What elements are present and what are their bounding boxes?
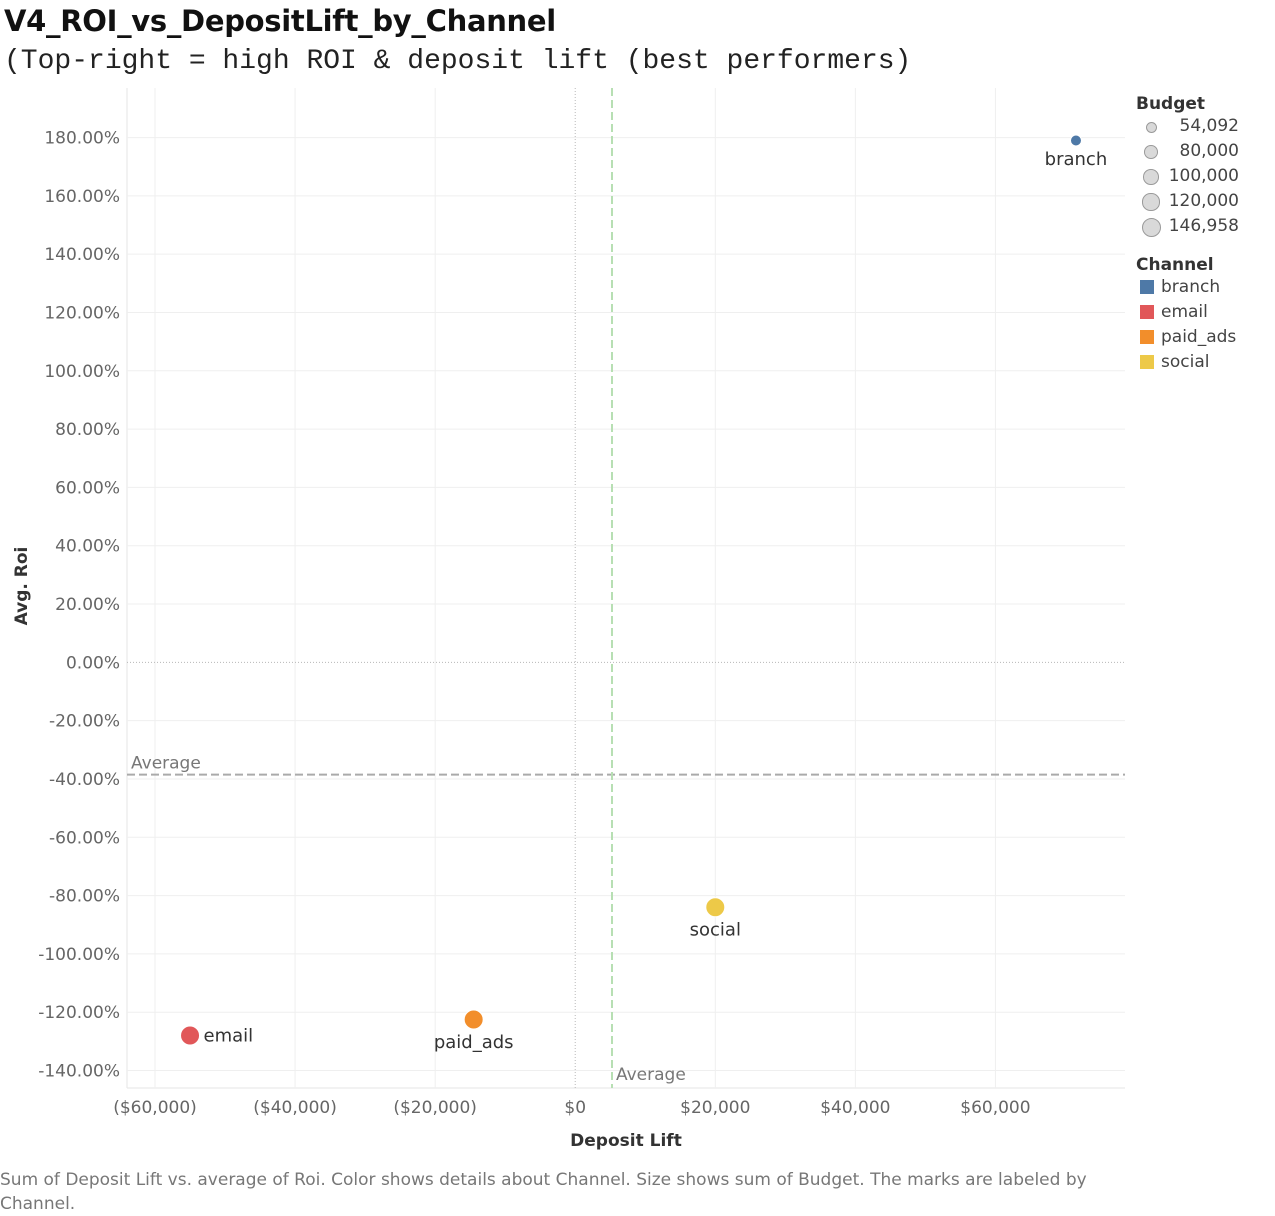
color-legend-label: email (1161, 302, 1208, 322)
y-tick-label: 0.00% (66, 653, 120, 673)
size-legend-item: 146,958 (1136, 214, 1239, 239)
color-legend-swatch (1140, 330, 1154, 344)
y-axis-title: Avg. Roi (12, 547, 32, 626)
point-label-social: social (690, 920, 741, 941)
size-legend-circle (1143, 169, 1159, 185)
color-legend-label: paid_ads (1161, 327, 1237, 347)
y-tick-label: 80.00% (55, 420, 120, 440)
y-tick-label: 60.00% (55, 478, 120, 498)
y-tick-label: -20.00% (49, 712, 120, 732)
x-average-label: Average (616, 1065, 686, 1085)
y-tick-label: 140.00% (44, 245, 120, 265)
x-tick-label: ($40,000) (253, 1098, 337, 1118)
point-paid-ads (463, 1009, 484, 1030)
y-tick-label: 180.00% (44, 129, 120, 149)
color-legend-item-branch: branch (1136, 275, 1256, 300)
point-email (180, 1025, 201, 1046)
chart-subtitle: (Top-right = high ROI & deposit lift (be… (4, 46, 912, 77)
color-legend-label: branch (1161, 277, 1221, 297)
color-legend-item-social: social (1136, 350, 1256, 375)
y-tick-label: -80.00% (49, 887, 120, 907)
size-legend-item: 100,000 (1136, 164, 1239, 189)
size-legend-item: 120,000 (1136, 189, 1239, 214)
size-legend-label: 120,000 (1168, 191, 1239, 211)
color-legend-swatch (1140, 280, 1154, 294)
color-legend-item-paid-ads: paid_ads (1136, 325, 1256, 350)
size-legend-item: 80,000 (1136, 139, 1239, 164)
point-label-branch: branch (1045, 149, 1108, 170)
size-legend-title: Budget (1136, 94, 1206, 114)
point-social (705, 897, 726, 918)
color-legend-label: social (1161, 352, 1210, 372)
y-tick-label: 100.00% (44, 362, 120, 382)
point-branch (1069, 134, 1082, 147)
y-tick-label: -40.00% (49, 770, 120, 790)
size-legend-label: 54,092 (1179, 116, 1239, 136)
size-legend-circle (1142, 193, 1160, 211)
x-tick-label: $60,000 (960, 1098, 1030, 1118)
budget-size-legend: Budget 54,092 80,000 100,000 120,000 146,958 (1136, 94, 1239, 239)
color-legend-swatch (1140, 305, 1154, 319)
size-legend-circle (1144, 145, 1158, 159)
y-tick-label: 160.00% (44, 187, 120, 207)
size-legend-circle (1141, 217, 1161, 237)
chart-title: V4_ROI_vs_DepositLift_by_Channel (4, 4, 556, 38)
size-legend-label: 100,000 (1168, 166, 1239, 186)
x-axis-title: Deposit Lift (570, 1131, 682, 1151)
x-tick-label: $0 (564, 1098, 586, 1118)
chart-caption: Sum of Deposit Lift vs. average of Roi. … (0, 1170, 1087, 1214)
y-tick-label: -140.00% (38, 1062, 120, 1082)
y-tick-label: 20.00% (55, 595, 120, 615)
y-tick-label: -60.00% (49, 828, 120, 848)
point-label-email: email (204, 1026, 254, 1047)
x-tick-label: ($20,000) (393, 1098, 477, 1118)
x-tick-label: $40,000 (820, 1098, 890, 1118)
x-tick-label: $20,000 (680, 1098, 750, 1118)
point-label-paid-ads: paid_ads (434, 1032, 514, 1053)
y-tick-label: 120.00% (44, 303, 120, 323)
color-legend-swatch (1140, 355, 1154, 369)
y-average-label: Average (131, 754, 201, 774)
size-legend-item: 54,092 (1136, 114, 1239, 139)
size-legend-label: 146,958 (1168, 216, 1239, 236)
y-tick-label: -120.00% (38, 1003, 120, 1023)
y-tick-label: 40.00% (55, 537, 120, 557)
size-legend-circle (1145, 121, 1157, 133)
size-legend-label: 80,000 (1179, 141, 1239, 161)
x-tick-label: ($60,000) (113, 1098, 197, 1118)
color-legend-title: Channel (1136, 255, 1214, 275)
y-tick-label: -100.00% (38, 945, 120, 965)
color-legend-item-email: email (1136, 300, 1256, 325)
